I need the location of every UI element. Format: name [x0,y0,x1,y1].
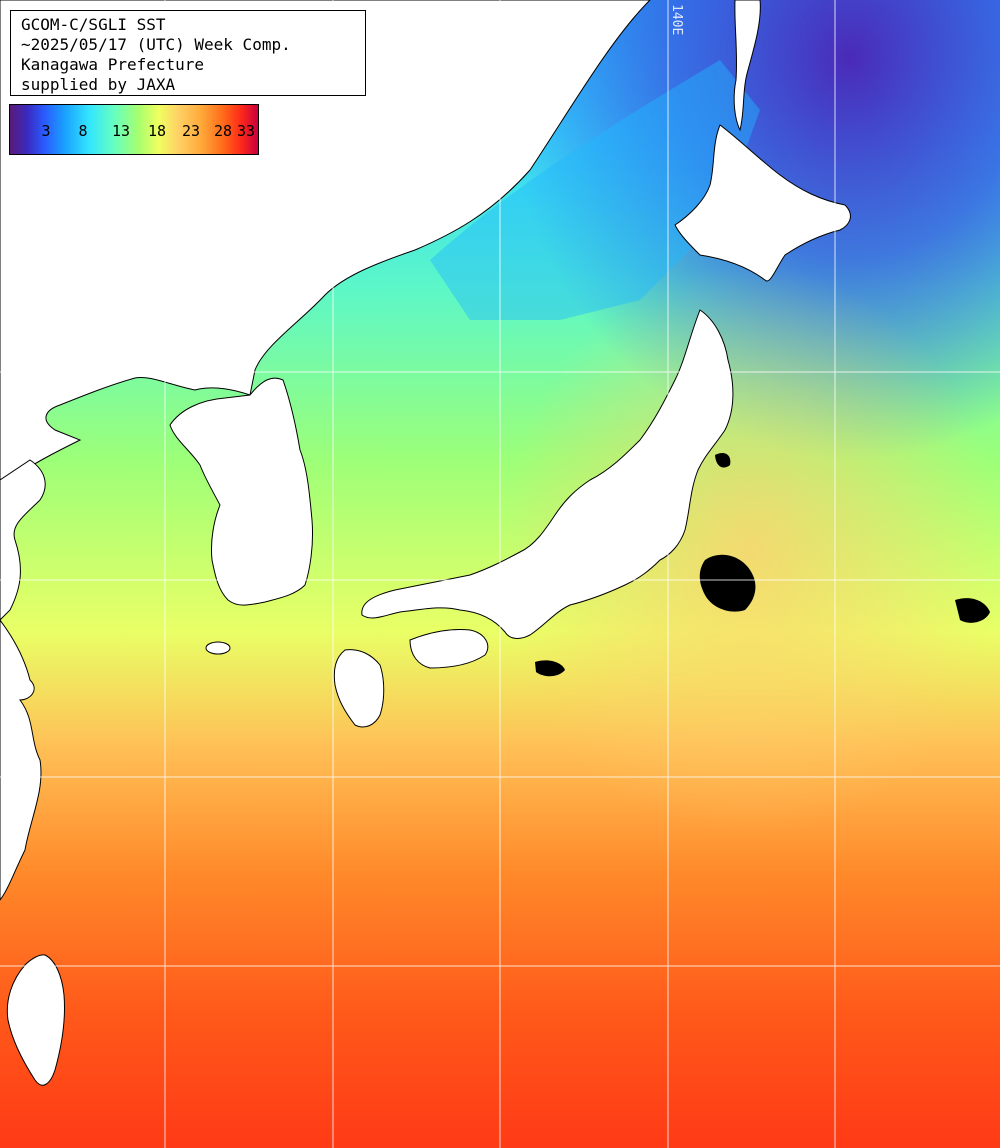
land-hokkaido [674,124,851,282]
cool-water-japan-sea [430,60,760,320]
color-scale-legend: 3 8 13 18 23 28 33 [9,104,259,155]
land-jeju [205,641,231,655]
legend-tick-label: 8 [78,122,88,140]
legend-tick-label: 33 [236,122,256,140]
cloud-patch-sanriku [715,453,731,468]
land-china-east-coast [0,619,42,901]
product-title: GCOM-C/SGLI SST [21,15,166,34]
legend-tick-label: 28 [213,122,233,140]
legend-tick-label: 18 [147,122,167,140]
region-name: Kanagawa Prefecture [21,55,205,74]
cloud-patch-offshore-east [955,598,990,623]
composite-date: ~2025/05/17 (UTC) Week Comp. [21,35,291,54]
latitude-label: 40N [16,354,40,369]
land-korea [169,377,313,606]
legend-tick-label: 23 [181,122,201,140]
longitude-label: 140E [669,4,684,36]
cloud-masks [535,453,990,677]
land-taiwan [6,954,65,1086]
credit-line: supplied by JAXA [21,75,176,94]
land-sakhalin [733,0,761,132]
land-kyushu [333,649,385,728]
cloud-patch-tohoku [699,554,756,612]
land-honshu [361,309,734,639]
land-shikoku [409,629,489,669]
cloud-patch-kii [535,660,565,677]
legend-tick-label: 13 [111,122,131,140]
legend-tick-label: 3 [41,122,51,140]
info-box: GCOM-C/SGLI SST ~2025/05/17 (UTC) Week C… [10,10,366,96]
